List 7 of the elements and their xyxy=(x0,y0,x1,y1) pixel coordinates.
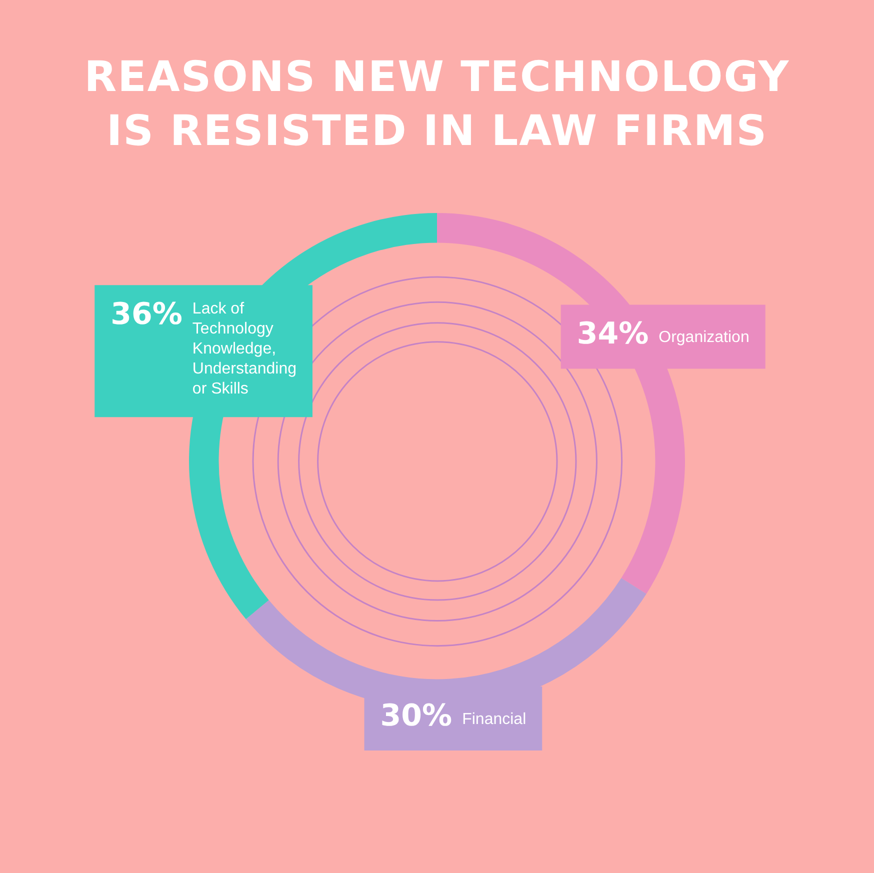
data-label: 36% xyxy=(110,296,182,332)
chart-title: REASONS NEW TECHNOLOGY IS RESISTED IN LAW FIRMS xyxy=(83,51,791,157)
slice-label: Financial xyxy=(462,710,526,728)
slice-label: Organization xyxy=(658,329,750,346)
data-label: 34% xyxy=(576,316,649,352)
slice-label: Lack of Technology Knowledge, Understanding or Skills xyxy=(192,300,296,398)
data-label: 30% xyxy=(380,698,452,734)
